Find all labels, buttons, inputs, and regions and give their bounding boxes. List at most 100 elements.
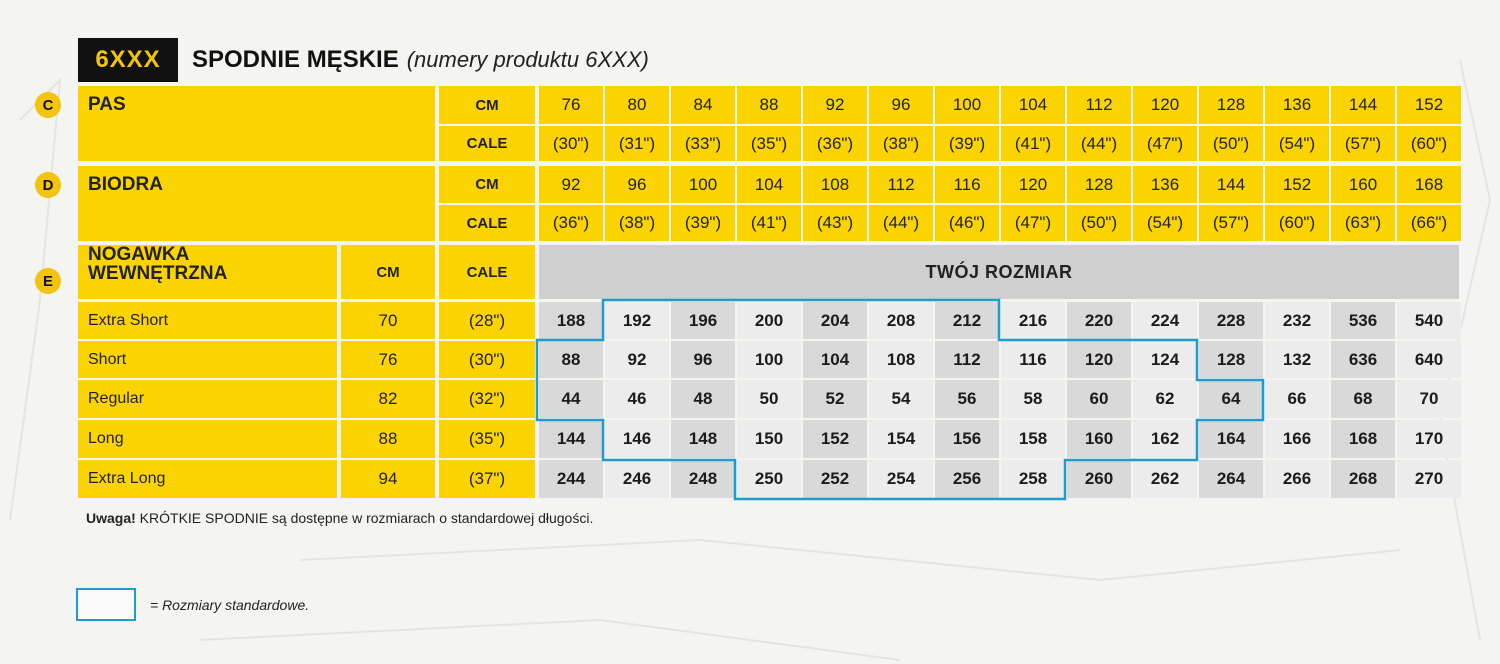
size-cell: 46 (605, 380, 669, 418)
cale-value: (66") (1397, 205, 1461, 241)
size-cell: 168 (1331, 420, 1395, 458)
size-cell: 120 (1067, 341, 1131, 378)
section-label-pas: PAS (78, 86, 435, 161)
cale-value: (46") (935, 205, 999, 241)
size-cell: 70 (1397, 380, 1461, 418)
size-cell: 252 (803, 460, 867, 498)
size-cell: 248 (671, 460, 735, 498)
inseam-cale-header: CALE (439, 245, 535, 299)
cale-value: (36") (539, 205, 603, 241)
section-marker-c: C (35, 92, 61, 118)
size-cell: 260 (1067, 460, 1131, 498)
size-cell: 192 (605, 302, 669, 339)
note: Uwaga! KRÓTKIE SPODNIE są dostępne w roz… (86, 510, 593, 526)
cale-value: (41") (1001, 126, 1065, 161)
size-cell: 212 (935, 302, 999, 339)
size-cell: 50 (737, 380, 801, 418)
size-cell: 266 (1265, 460, 1329, 498)
cm-value: 88 (737, 86, 801, 124)
product-badge: 6XXX (78, 38, 178, 82)
inseam-label: NOGAWKA WEWNĘTRZNA (78, 245, 337, 299)
cm-value: 168 (1397, 166, 1461, 203)
size-cell: 264 (1199, 460, 1263, 498)
chart-header: 6XXX SPODNIE MĘSKIE (numery produktu 6XX… (78, 38, 649, 82)
size-cell: 56 (935, 380, 999, 418)
size-cell: 132 (1265, 341, 1329, 378)
size-cell: 52 (803, 380, 867, 418)
size-cell: 256 (935, 460, 999, 498)
size-cell: 158 (1001, 420, 1065, 458)
cale-value: (50") (1067, 205, 1131, 241)
section-marker-e: E (35, 268, 61, 294)
size-cell: 170 (1397, 420, 1461, 458)
size-cell: 54 (869, 380, 933, 418)
size-cell: 150 (737, 420, 801, 458)
cale-value: (47") (1133, 126, 1197, 161)
cm-value: 96 (605, 166, 669, 203)
cm-value: 96 (869, 86, 933, 124)
inseam-cm-header: CM (341, 245, 435, 299)
size-cell: 160 (1067, 420, 1131, 458)
size-cell: 148 (671, 420, 735, 458)
size-cell: 536 (1331, 302, 1395, 339)
cm-value: 152 (1397, 86, 1461, 124)
legend-swatch (76, 588, 136, 621)
size-cell: 196 (671, 302, 735, 339)
size-cell: 224 (1133, 302, 1197, 339)
size-cell: 232 (1265, 302, 1329, 339)
size-cell: 60 (1067, 380, 1131, 418)
cale-value: (60") (1397, 126, 1461, 161)
size-cell: 162 (1133, 420, 1197, 458)
size-cell: 164 (1199, 420, 1263, 458)
inseam-row-name: Extra Short (78, 302, 337, 339)
unit-cm: CM (439, 86, 535, 124)
cm-value: 108 (803, 166, 867, 203)
inseam-row-cale: (35") (439, 420, 535, 458)
cm-value: 104 (1001, 86, 1065, 124)
inseam-row-name: Extra Long (78, 460, 337, 498)
size-cell: 258 (1001, 460, 1065, 498)
unit-cale: CALE (439, 205, 535, 241)
inseam-row-cm: 88 (341, 420, 435, 458)
note-bold: Uwaga! (86, 510, 136, 526)
inseam-row-cale: (30") (439, 341, 535, 378)
inseam-row-name: Long (78, 420, 337, 458)
cm-value: 128 (1067, 166, 1131, 203)
size-cell: 66 (1265, 380, 1329, 418)
cale-value: (31") (605, 126, 669, 161)
section-marker-d: D (35, 172, 61, 198)
cm-value: 144 (1199, 166, 1263, 203)
cm-value: 120 (1133, 86, 1197, 124)
size-cell: 636 (1331, 341, 1395, 378)
size-cell: 146 (605, 420, 669, 458)
size-cell: 246 (605, 460, 669, 498)
cm-value: 100 (935, 86, 999, 124)
size-cell: 268 (1331, 460, 1395, 498)
size-cell: 254 (869, 460, 933, 498)
cale-value: (38") (605, 205, 669, 241)
size-cell: 104 (803, 341, 867, 378)
size-cell: 154 (869, 420, 933, 458)
size-cell: 68 (1331, 380, 1395, 418)
cale-value: (57") (1199, 205, 1263, 241)
size-cell: 208 (869, 302, 933, 339)
cm-value: 76 (539, 86, 603, 124)
inseam-label-line2: WEWNĘTRZNA (88, 263, 228, 284)
legend-text: = Rozmiary standardowe. (150, 597, 310, 613)
inseam-row-cale: (32") (439, 380, 535, 418)
cale-value: (54") (1133, 205, 1197, 241)
cm-value: 144 (1331, 86, 1395, 124)
size-cell: 112 (935, 341, 999, 378)
cm-value: 152 (1265, 166, 1329, 203)
size-cell: 92 (605, 341, 669, 378)
cale-value: (44") (869, 205, 933, 241)
inseam-label-line1: NOGAWKA (88, 244, 190, 265)
size-cell: 228 (1199, 302, 1263, 339)
unit-cm: CM (439, 166, 535, 203)
inseam-row-name: Short (78, 341, 337, 378)
size-cell: 100 (737, 341, 801, 378)
size-cell: 250 (737, 460, 801, 498)
cm-value: 136 (1265, 86, 1329, 124)
size-cell: 270 (1397, 460, 1461, 498)
cale-value: (35") (737, 126, 801, 161)
